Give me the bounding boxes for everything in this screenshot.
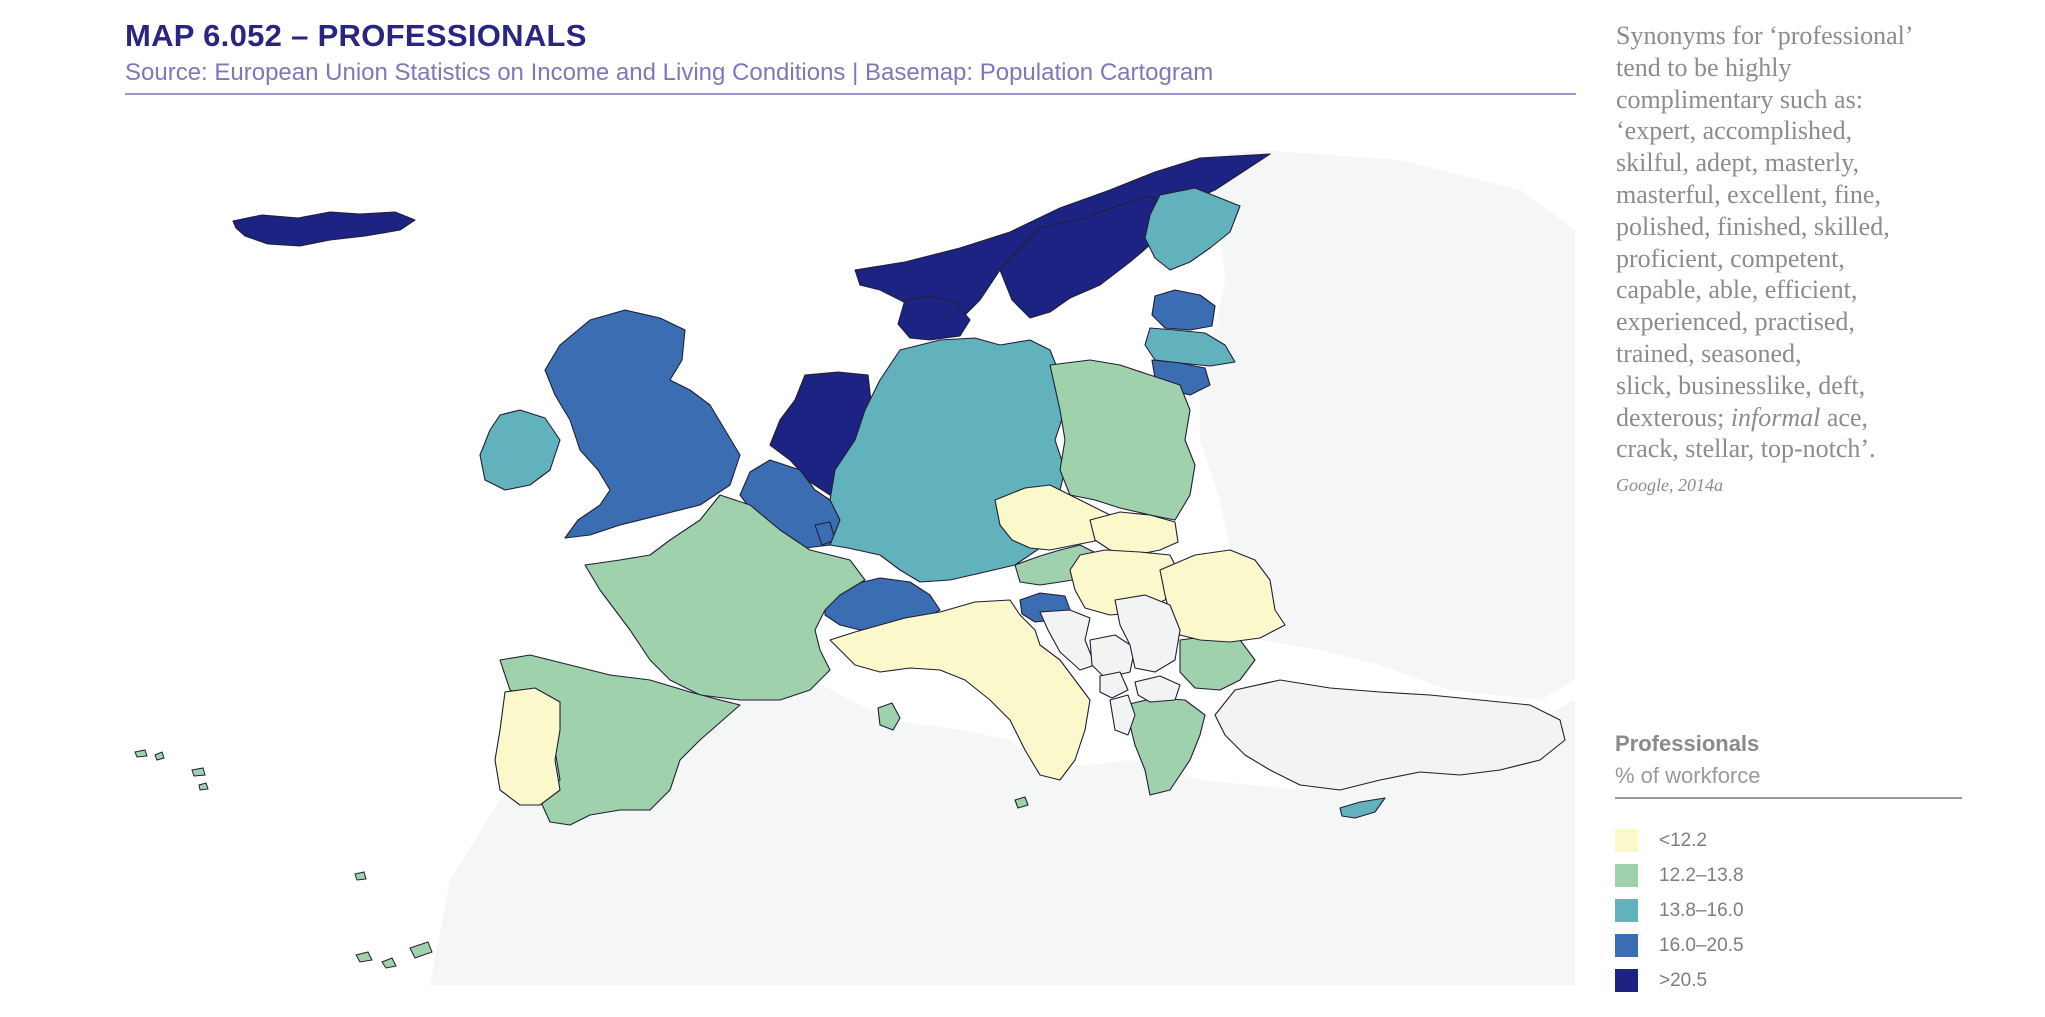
region-poland [1049,359,1196,521]
quote-line: experienced, practised, [1616,307,1855,337]
legend-title: Professionals [1615,731,1760,756]
region-north-macedonia [1134,675,1181,703]
quote-line: dexterous; [1616,402,1731,432]
region-united-kingdom [544,309,741,539]
legend-item: 13.8–16.0 [1615,893,1962,928]
legend-items: <12.2 12.2–13.8 13.8–16.0 16.0–20.5 >20.5 [1615,823,1962,998]
legend-item: <12.2 [1615,823,1962,858]
quote-line: slick, businesslike, deft, [1616,370,1866,400]
legend-swatch [1615,864,1638,887]
region-bosnia-and-herzegovina [1089,634,1136,679]
azores-islands [134,749,209,791]
region-france [584,494,866,701]
quote-line: polished, finished, skilled, [1616,211,1890,241]
quote-line: ‘expert, accomplished, [1616,116,1853,146]
map-source: Source: European Union Statistics on Inc… [125,59,1214,86]
legend-label: 16.0–20.5 [1659,934,1744,956]
map-title: MAP 6.052 – PROFESSIONALS [125,18,587,53]
quote-line: trained, seasoned, [1616,338,1802,368]
quote-text: Synonyms for ‘professional’ tend to be hi… [1616,20,2026,465]
legend-label: 12.2–13.8 [1659,864,1744,886]
region-cyprus [1339,797,1386,819]
quote-line: tend to be highly [1616,52,1792,82]
background-landmass [430,660,1575,985]
region-montenegro [1099,671,1129,699]
quote-line: masterful, excellent, fine, [1616,179,1881,209]
region-malta [1014,796,1029,809]
region-turkey [1214,679,1566,791]
quote-line: complimentary such as: [1616,84,1863,114]
map-legend: Professionals % of workforce <12.2 12.2–1… [1615,730,1962,998]
legend-item: 16.0–20.5 [1615,928,1962,963]
quote-line: Synonyms for ‘professional’ [1616,21,1914,50]
region-albania [1109,694,1136,736]
madeira-islands [354,871,367,881]
legend-item: 12.2–13.8 [1615,858,1962,893]
quote-line: crack, stellar, top-notch’. [1616,434,1876,464]
legend-item: >20.5 [1615,963,1962,998]
region-slovakia [1089,511,1179,556]
region-denmark [897,295,971,341]
quote-line: skilful, adept, masterly, [1616,148,1860,178]
legend-divider [1615,797,1962,799]
region-latvia [1144,327,1236,367]
region-finland [1144,187,1241,271]
region-corsica [877,702,901,731]
legend-subtitle: % of workforce [1615,763,1761,788]
region-serbia [1114,594,1181,673]
region-iceland [232,211,416,247]
legend-label: >20.5 [1659,969,1708,991]
quote-italic-word: informal [1730,402,1821,432]
region-estonia [1151,289,1216,331]
legend-label: <12.2 [1659,829,1708,851]
region-portugal [494,687,561,806]
region-ireland [479,409,561,491]
legend-swatch [1615,969,1638,992]
legend-swatch [1615,934,1638,957]
background-russia [1180,150,1575,700]
map-canvas [134,150,1575,985]
map-header: MAP 6.052 – PROFESSIONALS Source: Europe… [125,18,1575,88]
synonyms-quote: Synonyms for ‘professional’ tend to be hi… [1616,20,2026,465]
quote-citation: Google, 2014a [1616,475,1723,495]
region-bulgaria [1179,635,1256,691]
choropleth-map [125,100,1580,985]
region-sweden [999,195,1171,319]
legend-label: 13.8–16.0 [1659,899,1744,921]
quote-line: capable, able, efficient, [1616,275,1858,305]
header-divider [125,93,1576,95]
region-italy [829,599,1091,781]
region-greece [1124,697,1206,796]
legend-swatch [1615,899,1638,922]
quote-line: proficient, competent, [1616,243,1845,273]
canary-islands [355,941,433,969]
legend-swatch [1615,829,1638,852]
quote-line: ace, [1820,402,1869,432]
